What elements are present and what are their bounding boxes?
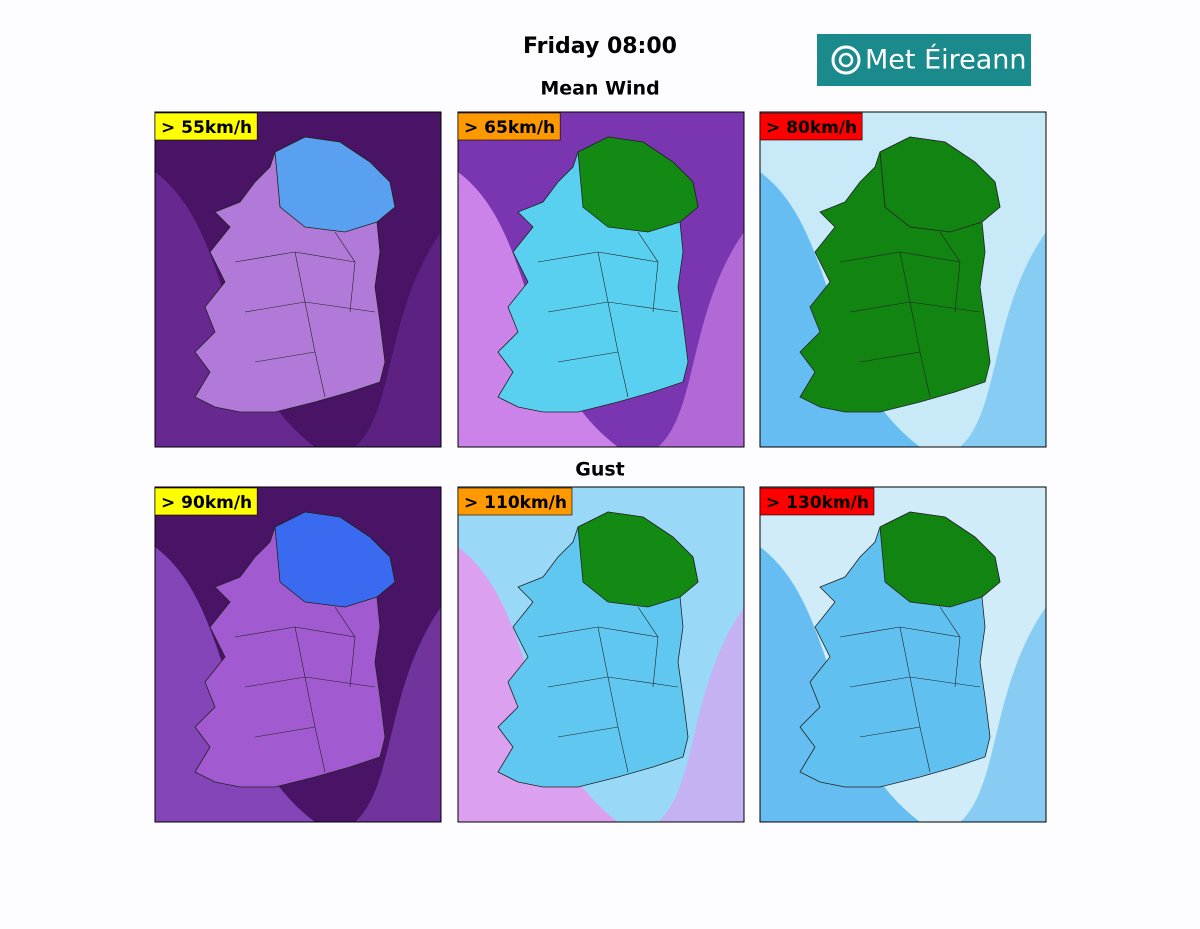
land-north: [879, 511, 1001, 608]
land-north: [577, 136, 699, 233]
threshold-box: [759, 487, 875, 516]
county-borders: [537, 606, 679, 773]
county-borders: [234, 606, 376, 773]
threshold-box: [457, 487, 573, 516]
land-north: [577, 511, 699, 608]
threshold-label: > 80km/h: [766, 118, 857, 138]
logo-swirl-inner: [838, 52, 854, 68]
map-panel: > 130km/h: [759, 486, 1047, 823]
sea-band: [355, 607, 441, 822]
sea-band: [155, 547, 315, 822]
panel-frame: [154, 111, 442, 448]
map-panel: > 110km/h: [457, 486, 745, 823]
threshold-box: [154, 487, 258, 516]
land-north: [274, 511, 396, 608]
panel-frame: [759, 486, 1047, 823]
panel-frame: [457, 111, 745, 448]
threshold-box: [457, 112, 561, 141]
threshold-label: > 110km/h: [464, 493, 567, 513]
threshold-label: > 65km/h: [464, 118, 555, 138]
threshold-label: > 55km/h: [161, 118, 252, 138]
sea-band: [960, 232, 1046, 447]
sea-band: [960, 607, 1046, 822]
section-title: Gust: [575, 459, 625, 481]
threshold-box: [154, 112, 258, 141]
threshold-label: > 90km/h: [161, 493, 252, 513]
panel-frame: [759, 111, 1047, 448]
sea-band: [355, 232, 441, 447]
sea-band: [760, 172, 920, 447]
logo-swirl: [831, 45, 861, 75]
panel-frame: [457, 486, 745, 823]
section-title: Mean Wind: [540, 78, 659, 100]
logo-text: Met Éireann: [865, 44, 1027, 76]
sea-band: [760, 547, 920, 822]
county-borders: [839, 231, 981, 398]
land-north: [274, 136, 396, 233]
land-north: [879, 136, 1001, 233]
sea-band: [658, 232, 744, 447]
panel-frame: [154, 486, 442, 823]
title: Friday 08:00: [523, 34, 677, 59]
logo: Met Éireann: [817, 34, 1031, 86]
sea-band: [458, 172, 618, 447]
county-borders: [537, 231, 679, 398]
map-panel: > 80km/h: [759, 111, 1047, 448]
threshold-label: > 130km/h: [766, 493, 869, 513]
threshold-box: [759, 112, 863, 141]
map-panel: > 90km/h: [154, 486, 442, 823]
county-borders: [839, 606, 981, 773]
sea-band: [658, 607, 744, 822]
map-panel: > 65km/h: [457, 111, 745, 448]
county-borders: [234, 231, 376, 398]
sea-band: [458, 547, 618, 822]
map-panel: > 55km/h: [154, 111, 442, 448]
sea-band: [155, 172, 315, 447]
